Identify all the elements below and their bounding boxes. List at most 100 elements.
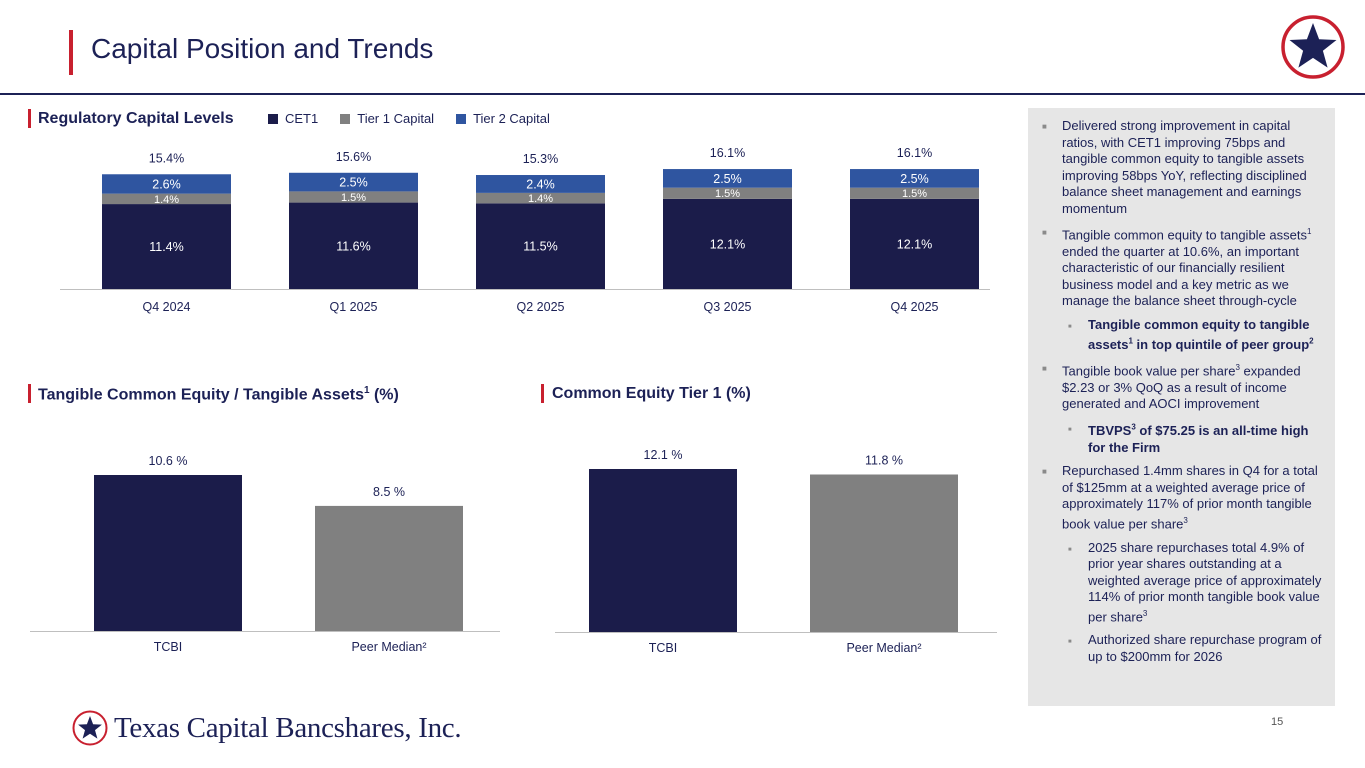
bullet-item: ■ Repurchased 1.4mm shares in Q4 for a to… [1042, 463, 1327, 532]
bar-peer-median [810, 474, 958, 632]
bar-segment-label: 2.4% [526, 177, 555, 191]
header-divider [0, 93, 1365, 95]
legend-item-tier1: Tier 1 Capital [340, 111, 434, 126]
bar-peer-median [315, 505, 463, 631]
bar-segment-label: 11.5% [523, 240, 558, 254]
sub-bullet-item: ■ 2025 share repurchases total 4.9% of pr… [1042, 540, 1327, 626]
regulatory-accent-bar [28, 109, 31, 128]
bar-segment-tier-1-capital [850, 187, 979, 199]
bar-segment-tier-2-capital [850, 169, 979, 188]
bar-segment-label: 11.4% [149, 240, 184, 254]
bullet-item: ■ Tangible common equity to tangible asse… [1042, 224, 1327, 310]
bar-segment-cet1 [102, 204, 231, 289]
bullet-item: ■ Tangible book value per share3 expanded… [1042, 360, 1327, 413]
legend-swatch-cet1 [268, 113, 278, 124]
cet1-accent-bar [541, 384, 544, 403]
bar-segment-cet1 [289, 202, 418, 289]
tce-title-sup: 1 [363, 385, 370, 396]
bar-segment-cet1 [663, 198, 792, 289]
tce-title-suffix: (%) [369, 386, 399, 404]
bar-segment-tier-2-capital [289, 172, 418, 192]
bar-segment-label: 11.6% [336, 239, 371, 253]
bar-segment-label: 1.5% [715, 188, 740, 200]
bar-segment-label: 2.5% [339, 176, 368, 190]
bullet-marker-icon: ■ [1068, 546, 1072, 553]
regulatory-section-title: Regulatory Capital Levels [38, 110, 234, 127]
legend-swatch-tier1 [340, 113, 351, 124]
legend-item-tier2: Tier 2 Capital [456, 111, 550, 126]
bullet-text: 2025 share repurchases total 4.9% of pri… [1088, 539, 1322, 624]
bar-total-label: 16.1% [710, 146, 745, 160]
bullet-marker-icon: ■ [1042, 467, 1047, 477]
bullet-marker-icon: ■ [1068, 426, 1072, 433]
bar-total-label: 15.3% [523, 152, 558, 166]
bar-segment-label: 1.5% [341, 192, 366, 204]
bar-value-label: 11.8 % [865, 453, 903, 467]
legend-label-tier1: Tier 1 Capital [357, 111, 435, 126]
commentary-panel: ■ Delivered strong improvement in capital… [1028, 108, 1335, 706]
bullet-marker-icon: ■ [1068, 639, 1072, 646]
regulatory-capital-chart: 11.4% 1.4% 2.6% 15.4% Q4 2024 11.6% 1.5% 2.5% 15… [60, 146, 990, 314]
bar-segment-cet1 [476, 203, 605, 289]
title-accent-bar [69, 30, 73, 75]
cet1-section-title: Common Equity Tier 1 (%) [552, 385, 751, 402]
bar-segment-tier-1-capital [663, 187, 792, 199]
bar-segment-label: 2.5% [900, 172, 929, 186]
bar-segment-tier-2-capital [102, 174, 231, 194]
bar-segment-cet1 [850, 198, 979, 289]
page-number: 15 [1271, 716, 1284, 728]
company-name: Texas Capital Bancshares, Inc. [114, 711, 462, 744]
page-title: Capital Position and Trends [91, 33, 434, 64]
tce-accent-bar [28, 384, 31, 403]
x-tick-label: Peer Median² [351, 640, 426, 654]
x-tick-label: TCBI [649, 641, 677, 655]
x-tick-label: Q4 2025 [891, 300, 939, 314]
bullet-marker-icon: ■ [1068, 323, 1072, 330]
bullet-text: Tangible common equity to tangible asset… [1062, 227, 1312, 309]
x-tick-label: Q1 2025 [330, 300, 378, 314]
tce-chart: 10.6 % TCBI 8.5 % Peer Median² [30, 454, 500, 654]
tce-title-text: Tangible Common Equity / Tangible Assets [38, 386, 364, 404]
bar-segment-tier-1-capital [476, 192, 605, 204]
bullet-text: Tangible book value per share3 expanded … [1062, 363, 1301, 412]
cet1-chart: 12.1 % TCBI 11.8 % Peer Median² [555, 448, 997, 655]
bar-tcbi [94, 475, 242, 631]
bullet-text: Tangible common equity to tangible asset… [1088, 316, 1314, 352]
sub-bullet-item: ■ TBVPS3 of $75.25 is an all-time high fo… [1042, 420, 1327, 456]
bar-segment-label: 1.4% [154, 194, 179, 206]
bar-segment-label: 12.1% [710, 237, 745, 251]
x-tick-label: Q4 2024 [143, 300, 191, 314]
bar-total-label: 15.6% [336, 150, 371, 164]
bar-value-label: 10.6 % [149, 454, 188, 468]
bar-segment-tier-2-capital [663, 169, 792, 188]
bar-segment-tier-2-capital [476, 175, 605, 193]
commentary-bullets: ■ Delivered strong improvement in capital… [1028, 108, 1335, 672]
bullet-text: TBVPS3 of $75.25 is an all-time high for… [1088, 422, 1309, 455]
x-tick-label: Q2 2025 [517, 300, 565, 314]
footer-star-icon [72, 710, 108, 746]
bar-total-label: 15.4% [149, 151, 184, 165]
bar-segment-tier-1-capital [289, 191, 418, 203]
bullet-item: ■ Delivered strong improvement in capital… [1042, 118, 1327, 217]
bullet-text: Authorized share repurchase program of u… [1088, 632, 1322, 664]
tce-section-title: Tangible Common Equity / Tangible Assets… [38, 385, 399, 404]
bar-segment-label: 2.6% [152, 177, 181, 191]
bar-segment-tier-1-capital [102, 193, 231, 205]
bar-value-label: 12.1 % [644, 448, 683, 462]
bullet-marker-icon: ■ [1042, 364, 1047, 374]
x-tick-label: TCBI [154, 640, 182, 654]
legend-swatch-tier2 [456, 113, 467, 124]
bar-tcbi [589, 469, 737, 632]
legend-label-cet1: CET1 [285, 111, 319, 126]
sub-bullet-item: ■ Authorized share repurchase program of … [1042, 632, 1327, 665]
bullet-marker-icon: ■ [1042, 228, 1047, 237]
sub-bullet-item: ■ Tangible common equity to tangible asse… [1042, 317, 1327, 353]
legend-label-tier2: Tier 2 Capital [473, 111, 550, 126]
footer-logo: Texas Capital Bancshares, Inc. [72, 710, 462, 746]
bar-segment-label: 12.1% [897, 237, 932, 251]
x-tick-label: Q3 2025 [704, 300, 752, 314]
bar-value-label: 8.5 % [373, 485, 405, 499]
x-tick-label: Peer Median² [846, 641, 921, 655]
bar-total-label: 16.1% [897, 146, 932, 160]
bullet-text: Repurchased 1.4mm shares in Q4 for a tot… [1062, 463, 1318, 532]
